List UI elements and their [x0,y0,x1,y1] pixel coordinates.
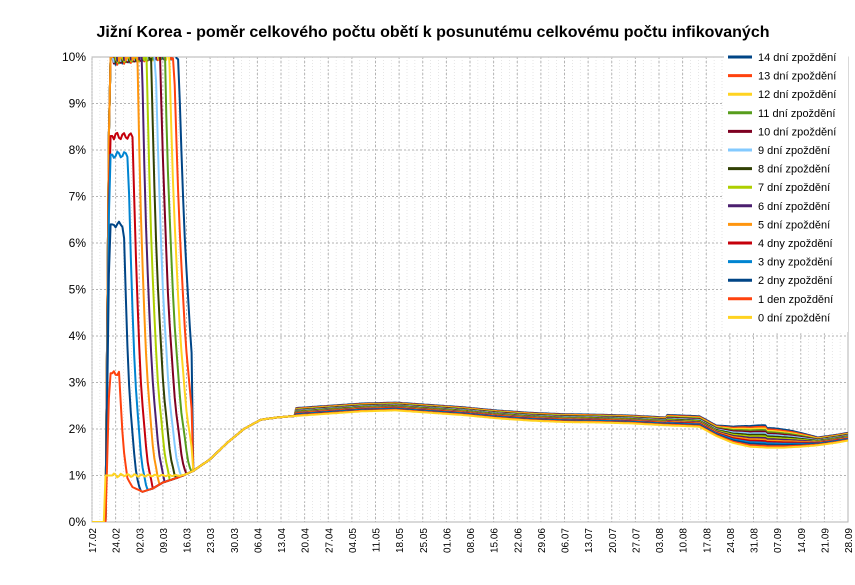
legend-entry: 0 dní zpoždění [728,312,830,324]
y-tick-label: 6% [69,236,87,250]
y-tick-label: 5% [69,283,87,297]
legend-background [724,49,848,332]
x-tick-label: 06.04 [253,528,264,553]
legend-entry: 3 dny zpoždění [728,257,833,269]
legend-label: 9 dní zpoždění [758,145,830,157]
y-tick-label: 8% [69,143,87,157]
legend-entry: 9 dní zpoždění [728,145,830,157]
legend-label: 13 dní zpoždění [758,71,836,83]
x-tick-label: 13.07 [584,528,595,553]
x-tick-label: 04.05 [348,528,359,553]
legend-label: 6 dní zpoždění [758,201,830,213]
legend-entry: 6 dní zpoždění [728,201,830,213]
x-tick-label: 17.08 [702,528,713,553]
x-tick-label: 23.03 [206,528,217,553]
x-tick-label: 17.02 [88,528,99,553]
legend-entry: 8 dní zpoždění [728,164,830,176]
legend-entry: 1 den zpoždění [728,294,833,306]
y-tick-label: 0% [69,515,87,529]
legend-label: 7 dní zpoždění [758,182,830,194]
x-tick-label: 30.03 [230,528,241,553]
legend-label: 11 dní zpoždění [758,108,835,120]
legend-label: 5 dní zpoždění [758,219,830,231]
chart-title: Jižní Korea - poměr celkového počtu obět… [96,24,769,41]
x-tick-label: 27.04 [324,528,335,553]
x-tick-label: 15.06 [490,528,501,553]
x-tick-label: 21.09 [820,528,831,553]
x-tick-label: 07.09 [773,528,784,553]
x-tick-label: 22.06 [513,528,524,553]
legend-entry: 11 dní zpoždění [728,108,835,120]
y-tick-label: 4% [69,329,87,343]
x-tick-label: 08.06 [466,528,477,553]
x-tick-label: 11.05 [372,528,383,553]
legend-entry: 12 dní zpoždění [728,89,836,101]
x-tick-label: 13.04 [277,528,288,553]
legend-entry: 7 dní zpoždění [728,182,830,194]
series-line [92,409,848,522]
legend-label: 0 dní zpoždění [758,312,830,324]
y-tick-label: 3% [69,376,87,390]
legend-label: 1 den zpoždění [758,294,833,306]
x-tick-label: 29.06 [537,528,548,553]
legend-entry: 4 dny zpoždění [728,238,833,250]
x-tick-label: 24.08 [726,528,737,553]
x-tick-label: 28.09 [844,528,855,553]
legend-label: 8 dní zpoždění [758,164,830,176]
x-tick-label: 03.08 [655,528,666,553]
x-tick-label: 20.04 [301,528,312,553]
legend-label: 12 dní zpoždění [758,89,836,101]
x-tick-label: 31.08 [750,528,761,553]
y-tick-label: 10% [62,50,86,64]
y-tick-label: 1% [69,469,87,483]
legend-label: 4 dny zpoždění [758,238,833,250]
series-layer [92,57,848,522]
legend-entry: 13 dní zpoždění [728,71,836,83]
x-tick-label: 02.03 [135,528,146,553]
legend-entry: 5 dní zpoždění [728,219,830,231]
legend-label: 14 dní zpoždění [758,52,836,64]
x-tick-label: 18.05 [395,528,406,553]
y-tick-label: 9% [69,97,87,111]
y-tick-label: 7% [69,190,87,204]
x-tick-label: 09.03 [159,528,170,553]
legend: 14 dní zpoždění 13 dní zpoždění 12 dní zpo… [724,49,848,332]
legend-entry: 10 dní zpoždění [728,126,836,138]
x-tick-label: 10.08 [679,528,690,553]
y-tick-label: 2% [69,422,87,436]
legend-label: 2 dny zpoždění [758,275,833,287]
legend-entry: 14 dní zpoždění [728,52,836,64]
x-tick-label: 20.07 [608,528,619,553]
legend-entry: 2 dny zpoždění [728,275,833,287]
legend-label: 3 dny zpoždění [758,257,833,269]
x-tick-label: 06.07 [561,528,572,553]
x-tick-label: 27.07 [631,528,642,553]
x-tick-label: 14.09 [797,528,808,553]
axis-layer: 0% 1% 2% 3% 4% 5% 6% 7% 8% 9% 10% 17.02 24.02 02.03 09… [62,50,855,553]
x-tick-label: 01.06 [442,528,453,553]
x-tick-label: 16.03 [183,528,194,553]
x-tick-label: 25.05 [419,528,430,553]
legend-label: 10 dní zpoždění [758,126,836,138]
x-tick-label: 24.02 [112,528,123,553]
